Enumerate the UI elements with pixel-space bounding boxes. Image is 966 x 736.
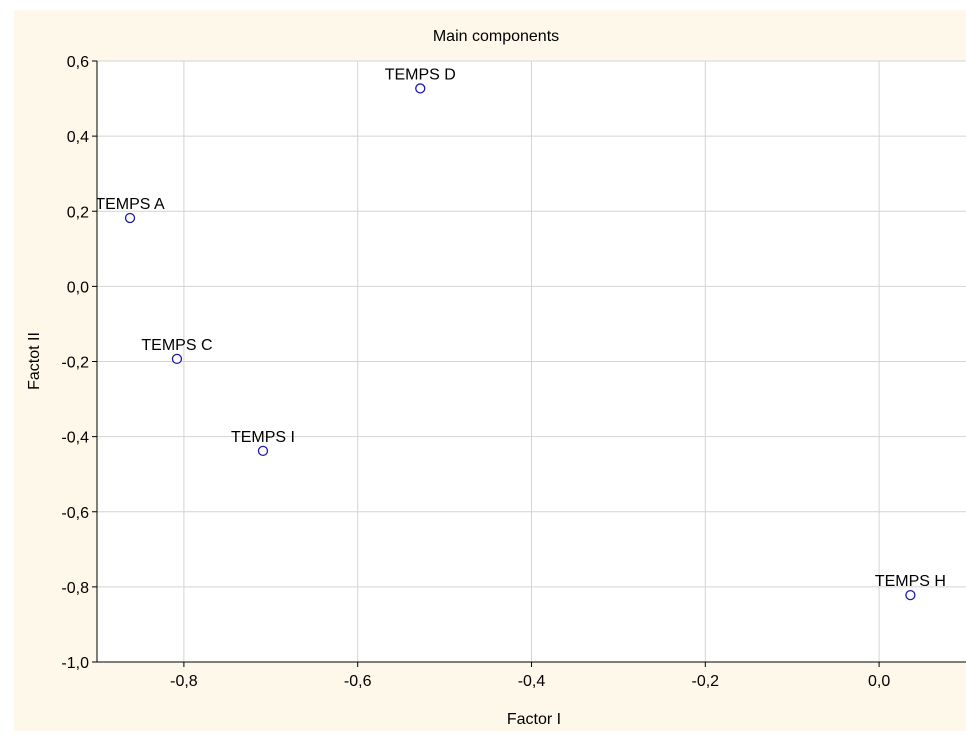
axis-ticks: -0,8 -0,6 -0,4 -0,2 0,0 -1,0 -0,8 -0,6 -0,4 -0,2 0… [61,54,890,690]
data-point-marker [905,589,916,601]
data-point-label: TEMPS C [141,337,212,354]
data-point-marker [415,83,426,94]
data-point-marker [257,445,269,457]
data-point-marker [124,212,136,224]
data-point-label: TEMPS A [95,196,165,213]
y-tick-label: -0,6 [61,505,89,522]
x-tick-label: -0,4 [518,673,546,690]
x-tick-label: -0,8 [170,673,198,690]
y-tick-label: -0,4 [61,430,89,447]
y-tick-label: 0,2 [67,204,89,221]
y-tick-label: 0,6 [67,54,89,71]
y-tick-label: -0,8 [61,580,89,597]
y-tick-label: -0,2 [61,355,89,372]
data-point-label: TEMPS D [385,66,456,83]
x-axis-label: Factor I [507,711,561,728]
x-tick-label: 0,0 [868,673,890,690]
y-axis-label: Factot II [26,332,43,390]
y-tick-label: 0,0 [67,279,89,296]
data-points: TEMPS A TEMPS D TEMPS C TEMPS I TEMPS H [95,66,946,601]
y-tick-label: 0,4 [67,129,89,146]
x-tick-label: -0,2 [692,673,720,690]
x-tick-label: -0,6 [344,673,372,690]
chart-title: Main components [433,28,559,45]
data-point-label: TEMPS H [875,573,946,590]
y-tick-label: -1,0 [61,655,89,672]
data-point-marker [171,353,183,365]
data-point-label: TEMPS I [231,429,295,446]
